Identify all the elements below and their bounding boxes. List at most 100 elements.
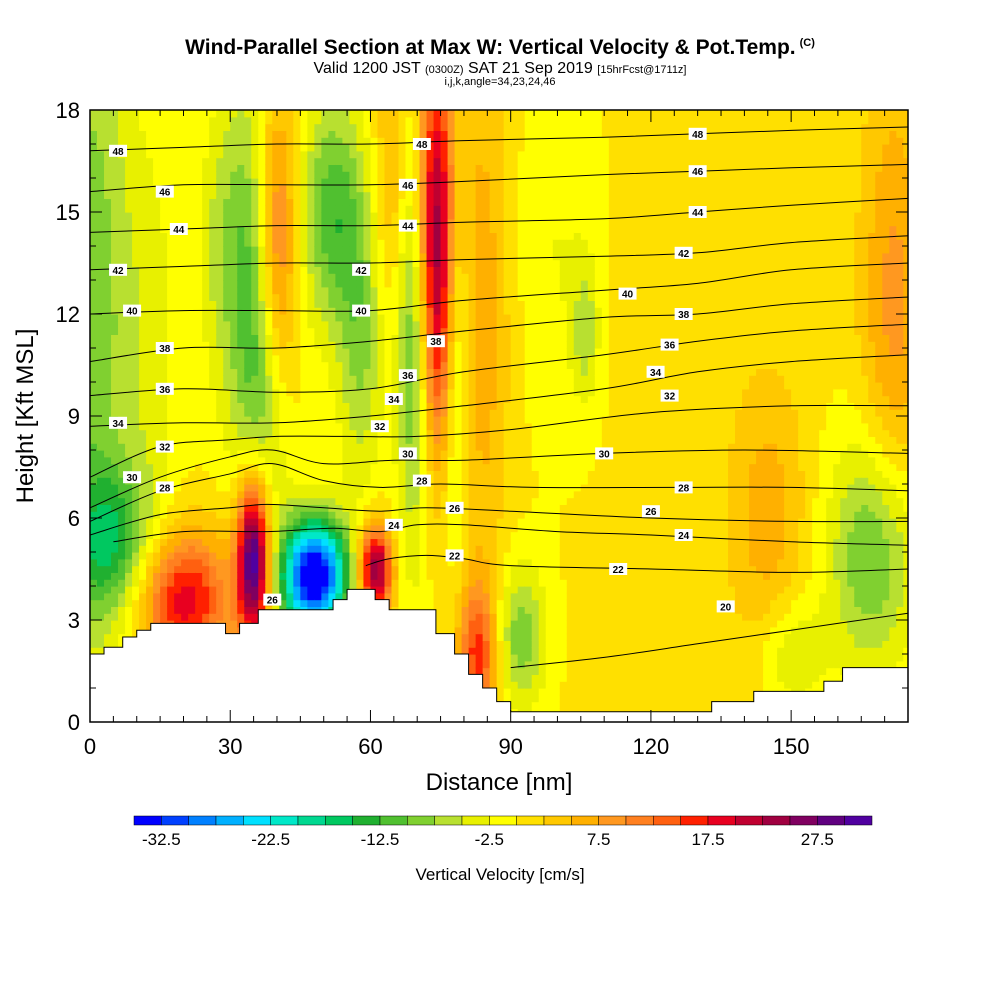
velocity-cell [272, 116, 280, 125]
velocity-cell [90, 116, 98, 125]
velocity-cell [251, 443, 259, 451]
velocity-cell [391, 511, 400, 519]
velocity-cell [300, 320, 308, 329]
velocity-cell [300, 327, 308, 335]
velocity-cell [223, 565, 231, 573]
velocity-cell [370, 524, 379, 533]
velocity-cell [202, 436, 210, 444]
velocity-cell [377, 463, 386, 471]
velocity-cell [251, 348, 259, 356]
velocity-cell [300, 198, 308, 206]
velocity-cell [132, 348, 140, 356]
velocity-cell [293, 354, 301, 363]
velocity-cell [461, 144, 470, 152]
velocity-cell [391, 348, 400, 356]
velocity-cell [237, 531, 245, 539]
velocity-cell [160, 361, 168, 369]
velocity-cell [293, 484, 301, 492]
velocity-cell [216, 450, 224, 458]
velocity-cell [391, 232, 400, 240]
velocity-cell [328, 157, 336, 165]
velocity-cell [461, 116, 470, 125]
velocity-cell [335, 375, 344, 383]
velocity-cell [111, 572, 119, 580]
velocity-cell [377, 592, 386, 601]
velocity-cell [447, 354, 456, 363]
velocity-cell [167, 286, 175, 295]
velocity-cell [293, 443, 301, 451]
velocity-cell [419, 116, 428, 125]
velocity-cell [377, 150, 386, 159]
velocity-cell [377, 130, 386, 138]
velocity-cell [90, 613, 98, 621]
velocity-cell [125, 239, 133, 247]
velocity-cell [209, 293, 217, 301]
velocity-cell [293, 273, 301, 281]
velocity-cell [377, 266, 386, 274]
velocity-cell [244, 123, 252, 131]
velocity-cell [223, 524, 231, 533]
velocity-cell [104, 538, 112, 546]
velocity-cell [398, 150, 407, 159]
velocity-cell [468, 409, 477, 417]
velocity-cell [377, 565, 386, 573]
velocity-cell [468, 654, 477, 662]
velocity-cell [342, 341, 351, 349]
velocity-cell [104, 191, 112, 199]
velocity-cell [377, 477, 386, 485]
velocity-cell [286, 157, 294, 165]
velocity-cell [419, 368, 428, 376]
velocity-cell [90, 606, 98, 614]
velocity-cell [272, 341, 280, 349]
velocity-cell [139, 361, 147, 369]
velocity-cell [468, 565, 477, 573]
velocity-cell [174, 545, 182, 553]
velocity-cell [160, 116, 168, 125]
velocity-cell [153, 130, 161, 138]
velocity-cell [90, 450, 98, 458]
velocity-cell [468, 606, 477, 614]
velocity-cell [223, 368, 231, 376]
velocity-cell [244, 246, 252, 254]
velocity-cell [335, 388, 344, 397]
velocity-cell [97, 212, 105, 220]
velocity-cell [468, 395, 477, 403]
velocity-cell [181, 572, 189, 580]
velocity-cell [230, 239, 238, 247]
velocity-cell [174, 538, 182, 546]
velocity-cell [97, 171, 105, 179]
velocity-cell [132, 157, 140, 165]
velocity-cell [167, 470, 175, 478]
velocity-cell [237, 130, 245, 138]
velocity-cell [461, 463, 470, 471]
velocity-cell [125, 198, 133, 206]
velocity-cell [461, 409, 470, 417]
velocity-cell [153, 395, 161, 403]
velocity-cell [230, 552, 238, 560]
velocity-cell [258, 212, 266, 220]
velocity-cell [328, 110, 336, 118]
velocity-cell [258, 184, 266, 193]
velocity-cell [356, 300, 365, 308]
velocity-cell [90, 341, 98, 349]
velocity-cell [188, 456, 196, 465]
velocity-cell [363, 205, 372, 213]
velocity-cell [237, 232, 245, 240]
velocity-cell [391, 191, 400, 199]
velocity-cell [202, 232, 210, 240]
velocity-cell [174, 280, 182, 288]
velocity-cell [174, 239, 182, 247]
velocity-cell [258, 218, 266, 227]
velocity-cell [167, 198, 175, 206]
velocity-cell [363, 334, 372, 342]
velocity-cell [342, 531, 351, 539]
velocity-cell [223, 354, 231, 363]
velocity-cell [188, 130, 196, 138]
velocity-cell [125, 504, 133, 512]
velocity-cell [272, 504, 280, 512]
velocity-cell [265, 225, 273, 233]
velocity-cell [230, 524, 238, 533]
velocity-cell [440, 327, 449, 335]
velocity-cell [202, 191, 210, 199]
velocity-cell [97, 592, 105, 601]
